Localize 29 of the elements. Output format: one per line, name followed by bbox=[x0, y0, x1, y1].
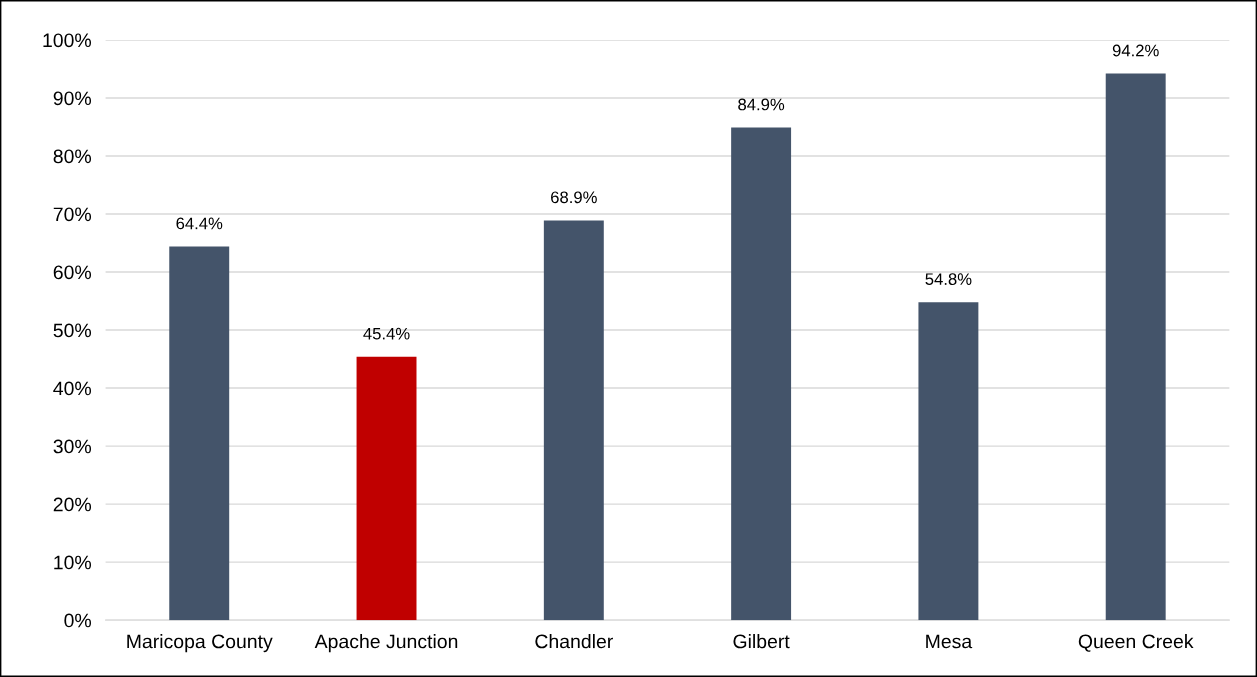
data-label: 68.9% bbox=[551, 191, 597, 204]
y-tick-label: 0% bbox=[64, 613, 92, 628]
data-label: 54.8% bbox=[925, 273, 972, 286]
y-tick-label: 40% bbox=[53, 381, 92, 396]
data-label: 84.9% bbox=[738, 98, 785, 111]
y-tick-label: 70% bbox=[53, 207, 92, 222]
x-tick-label: Chandler bbox=[535, 634, 613, 649]
bar bbox=[543, 220, 604, 621]
bar bbox=[731, 127, 792, 621]
x-tick-label: Maricopa County bbox=[127, 634, 273, 653]
x-tick-label: Apache Junction bbox=[314, 634, 458, 653]
data-label: 45.4% bbox=[363, 327, 410, 340]
bar bbox=[918, 302, 979, 621]
y-tick-label: 90% bbox=[53, 91, 92, 106]
bar bbox=[1105, 73, 1166, 621]
y-tick-label: 30% bbox=[53, 439, 92, 454]
y-tick-label: 50% bbox=[53, 323, 92, 338]
x-tick-label: Mesa bbox=[926, 634, 973, 649]
data-label: 94.2% bbox=[1112, 44, 1159, 57]
y-tick-label: 80% bbox=[53, 149, 92, 164]
y-tick-label: 20% bbox=[53, 497, 92, 512]
bar bbox=[356, 356, 417, 621]
data-label: 64.4% bbox=[176, 217, 223, 230]
y-tick-label: 100% bbox=[43, 33, 92, 48]
bar bbox=[169, 246, 230, 621]
x-tick-label: Gilbert bbox=[733, 634, 790, 649]
y-tick-label: 60% bbox=[53, 265, 92, 280]
x-tick-label: Queen Creek bbox=[1078, 634, 1194, 652]
y-tick-label: 10% bbox=[54, 555, 92, 570]
